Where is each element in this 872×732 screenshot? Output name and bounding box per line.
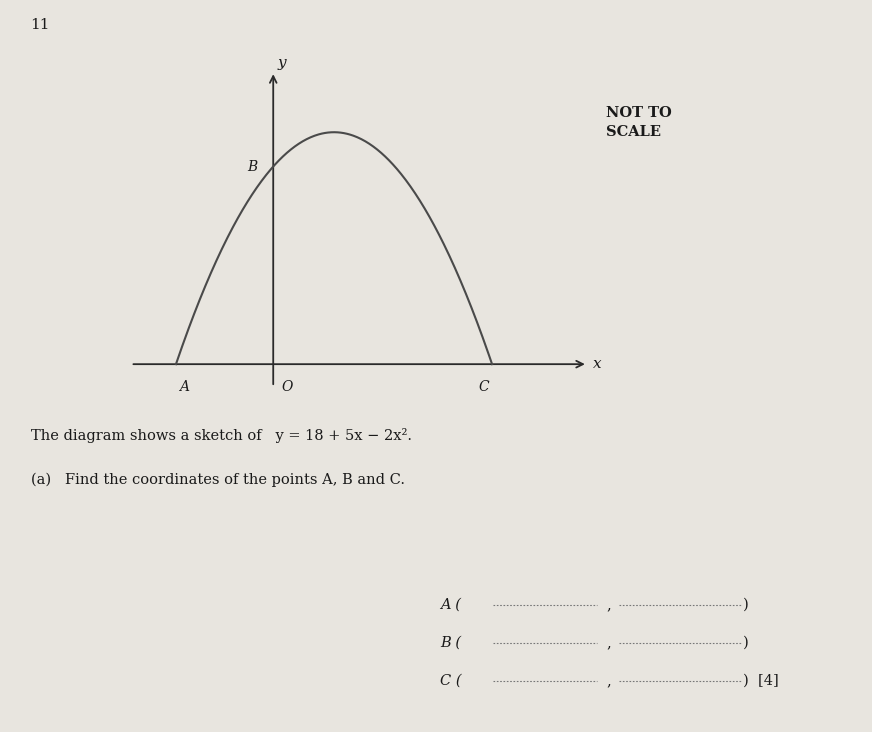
Text: y: y [278,56,286,70]
Text: ): ) [743,636,749,650]
Text: The diagram shows a sketch of   y = 18 + 5x − 2x².: The diagram shows a sketch of y = 18 + 5… [31,428,412,443]
Text: B (: B ( [440,636,461,650]
Text: x: x [593,357,602,371]
Text: NOT TO
SCALE: NOT TO SCALE [606,106,671,138]
Text: ): ) [743,598,749,612]
Text: ,: , [606,636,610,650]
Text: O: O [281,380,292,394]
Text: )  [4]: ) [4] [743,674,779,688]
Text: A: A [179,380,188,394]
Text: C: C [478,380,489,394]
Text: (a)   Find the coordinates of the points A, B and C.: (a) Find the coordinates of the points A… [31,472,405,487]
Text: A (: A ( [440,598,461,612]
Text: ,: , [606,674,610,688]
Text: 11: 11 [31,18,50,32]
Text: ,: , [606,598,610,612]
Text: C (: C ( [440,674,462,688]
Text: B: B [247,160,257,173]
